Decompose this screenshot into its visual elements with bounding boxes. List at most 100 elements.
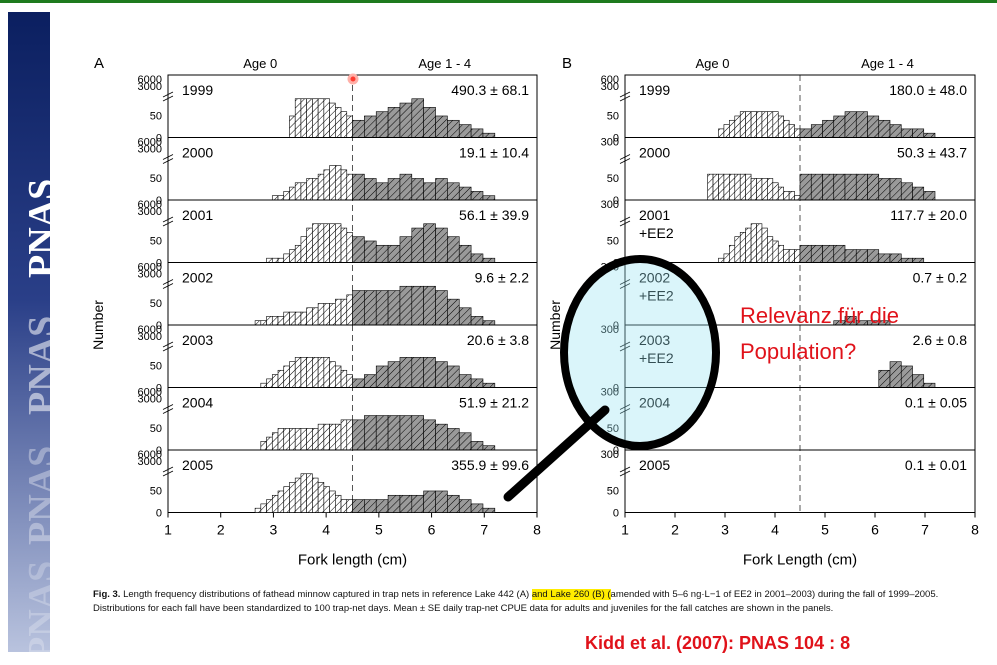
bar-age0 [335,223,342,263]
bar-age0 [283,191,290,201]
bar-age14 [923,382,936,388]
bar-age0 [761,178,768,201]
x-tick-label: 1 [164,522,172,538]
bar-age0 [294,357,302,388]
bar-age14 [810,173,823,201]
bar-age0 [271,494,279,513]
bar-age14 [447,365,460,388]
row-mean-se: 20.6 ± 3.8 [467,332,529,348]
y-tick-label: 3000 [138,456,162,468]
bar-age0 [300,236,307,263]
bar-age0 [323,223,330,263]
bar-age14 [435,423,448,451]
bar-age0 [777,244,784,263]
bar-age14 [844,111,857,138]
bar-age0 [312,307,319,326]
bar-age0 [729,173,736,201]
bar-age14 [387,415,401,451]
panel-letter: A [94,55,104,72]
bar-age14 [458,499,472,513]
row-mean-se: 180.0 ± 48.0 [889,82,967,98]
bar-age0 [289,311,296,326]
row-mean-se: 56.1 ± 39.9 [459,207,529,223]
bar-age0 [283,253,290,263]
row-year: 2004 [182,395,213,411]
bar-age14 [470,378,484,388]
bar-age0 [756,111,763,138]
row-year: 2005 [182,457,213,473]
magnifier-handle [503,405,610,502]
bar-age0 [739,232,746,263]
bar-age0 [794,195,801,201]
x-axis-label: Fork length (cm) [298,552,407,569]
bar-age0 [761,227,768,263]
bar-age14 [435,361,448,388]
bar-age0 [712,173,719,201]
bar-age0 [317,482,325,513]
bar-age14 [423,182,436,201]
bar-age0 [761,111,768,138]
bar-age14 [833,173,846,201]
row-frame [624,449,976,513]
y-tick-label: 50 [150,173,162,185]
bar-age0 [723,124,730,138]
bar-age0 [729,119,736,138]
bar-age0 [306,357,313,388]
bar-age0 [346,115,353,138]
y-tick-label: 6000 [138,449,162,461]
bar-age14 [912,128,925,138]
y-tick-label: 50 [607,111,619,123]
y-tick-label: 6000 [138,262,162,274]
bar-age14 [375,182,389,201]
bar-age0 [767,236,774,263]
bar-age0 [323,169,330,201]
bar-age14 [458,244,472,263]
y-tick-label: 600 [601,74,619,86]
bar-age14 [833,244,846,263]
bar-age0 [329,223,336,263]
bar-age0 [340,499,348,513]
bar-age14 [411,227,424,263]
bar-age14 [878,369,891,388]
y-tick-label: 50 [607,486,619,498]
bar-age14 [375,244,389,263]
bar-age14 [387,290,401,326]
bar-age14 [387,107,401,138]
x-tick-label: 3 [270,522,278,538]
bar-age14 [470,503,484,513]
y-tick-label: 6000 [138,74,162,86]
bar-age0 [294,244,302,263]
x-tick-label: 7 [480,522,488,538]
bar-age0 [718,128,725,138]
axis-break [619,154,631,164]
row-mean-se: 355.9 ± 99.6 [451,457,529,473]
bar-age14 [482,382,496,388]
bar-age0 [266,499,273,513]
bar-age0 [745,173,752,201]
bar-age14 [411,178,424,201]
bar-age0 [323,98,330,138]
bar-age0 [260,320,267,326]
bar-age14 [900,182,913,201]
bar-age0 [335,423,342,451]
bar-age0 [329,423,336,451]
annotation-line-1: Relevanz für die [740,303,899,328]
y-axis-label: Number [90,300,106,350]
y-tick-label: 50 [607,236,619,248]
y-tick-label: 50 [150,486,162,498]
axis-break [619,466,631,477]
bar-age0 [788,124,795,138]
y-tick-label: 50 [150,361,162,373]
y-tick-label: 0 [156,445,162,457]
bar-age14 [889,124,902,138]
bar-age0 [718,173,725,201]
x-tick-label: 2 [217,522,225,538]
bar-age14 [399,494,413,513]
x-tick-label: 7 [921,522,929,538]
bar-age0 [317,223,325,263]
y-tick-label: 50 [607,173,619,185]
bar-age0 [335,107,342,138]
bar-age0 [718,257,725,263]
bar-age0 [340,169,348,201]
bar-age14 [799,128,812,138]
